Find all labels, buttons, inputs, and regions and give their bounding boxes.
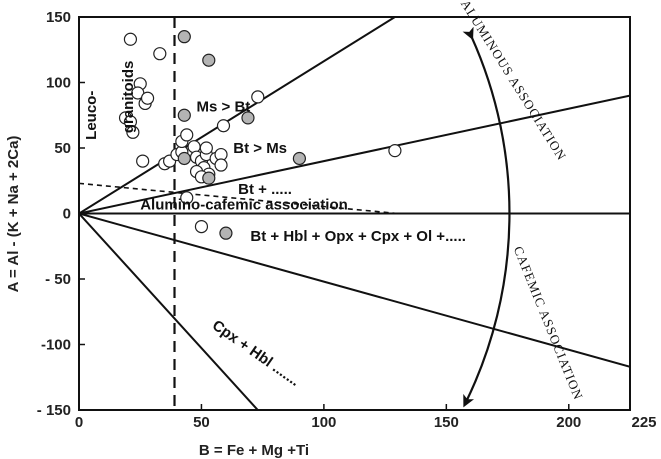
x-tick-label: 150 bbox=[434, 414, 459, 431]
boundary-line bbox=[79, 212, 259, 410]
open-data-point bbox=[123, 32, 138, 46]
y-tick-label: 0 bbox=[63, 206, 71, 223]
open-data-point bbox=[199, 141, 213, 155]
annotation-label: ALUMINOUS ASSOCIATION bbox=[458, 0, 570, 163]
annotation-label: Leuco- bbox=[83, 91, 100, 140]
open-data-point bbox=[180, 128, 194, 142]
boundary-line bbox=[79, 94, 630, 215]
annotation-label: Bt + Hbl + Opx + Cpx + Ol +..... bbox=[250, 228, 465, 245]
filled-data-point bbox=[202, 53, 216, 67]
x-tick-label: 0 bbox=[75, 414, 83, 431]
dashed-lines bbox=[79, 17, 398, 410]
open-data-point bbox=[126, 125, 140, 139]
association-arc bbox=[462, 26, 511, 408]
x-tick-label: 225 bbox=[631, 414, 656, 431]
filled-data-point bbox=[219, 226, 233, 240]
plot-area bbox=[79, 17, 630, 410]
y-tick-label: - 150 bbox=[37, 402, 71, 419]
boundary-lines bbox=[79, 17, 630, 410]
filled-data-point bbox=[177, 30, 191, 44]
open-data-point bbox=[214, 158, 228, 172]
x-tick-label: 200 bbox=[556, 414, 581, 431]
open-data-point bbox=[194, 220, 209, 234]
annotation-label: Cpx + Hbl ....... bbox=[209, 317, 303, 390]
annotation-label: Ms > Bt bbox=[197, 98, 251, 115]
y-axis-title: A = Al - (K + Na + 2Ca) bbox=[5, 136, 22, 293]
y-tick-label: -100 bbox=[41, 337, 71, 354]
data-points bbox=[118, 30, 402, 240]
annotation-label: Bt + ..... bbox=[238, 181, 292, 198]
open-data-point bbox=[140, 91, 155, 105]
boundary-line bbox=[79, 17, 396, 215]
annotation-label: granitoids bbox=[120, 61, 137, 134]
y-tick-label: - 50 bbox=[45, 271, 71, 288]
filled-data-point bbox=[177, 151, 191, 166]
y-axis-ticks: 150 100 50 0 - 50 -100 - 150 bbox=[37, 9, 85, 419]
open-data-point bbox=[216, 119, 231, 133]
filled-data-point bbox=[241, 111, 255, 125]
y-tick-label: 100 bbox=[46, 75, 71, 92]
annotation-label: Bt > Ms bbox=[233, 140, 287, 157]
filled-data-point bbox=[202, 171, 216, 185]
annotations: Leuco-granitoids Ms > Bt Bt > Ms Bt + .....… bbox=[83, 0, 586, 402]
y-tick-label: 150 bbox=[46, 9, 71, 26]
y-tick-label: 50 bbox=[54, 140, 71, 157]
open-data-point bbox=[180, 191, 194, 205]
annotation-label: CAFEMIC ASSOCIATION bbox=[511, 244, 587, 402]
x-tick-label: 50 bbox=[193, 414, 210, 431]
x-axis-ticks: 0 50 100 150 200 225 bbox=[75, 404, 657, 431]
open-data-point bbox=[153, 47, 167, 61]
open-data-point bbox=[388, 144, 402, 158]
x-tick-label: 100 bbox=[311, 414, 336, 431]
filled-data-point bbox=[177, 108, 191, 122]
open-data-point bbox=[251, 90, 265, 104]
filled-data-point bbox=[292, 151, 306, 166]
boundary-line bbox=[79, 212, 630, 368]
x-axis-title: B = Fe + Mg +Ti bbox=[199, 442, 309, 459]
annotation-label: Alumino-cafemic association bbox=[140, 197, 348, 214]
open-data-point bbox=[136, 154, 150, 168]
